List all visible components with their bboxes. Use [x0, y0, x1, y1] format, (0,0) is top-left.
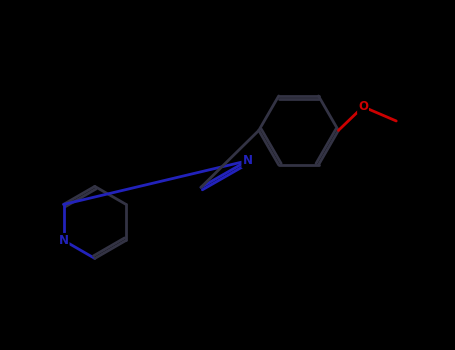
Text: N: N [243, 154, 253, 167]
Text: O: O [358, 100, 368, 113]
Text: N: N [59, 234, 69, 247]
